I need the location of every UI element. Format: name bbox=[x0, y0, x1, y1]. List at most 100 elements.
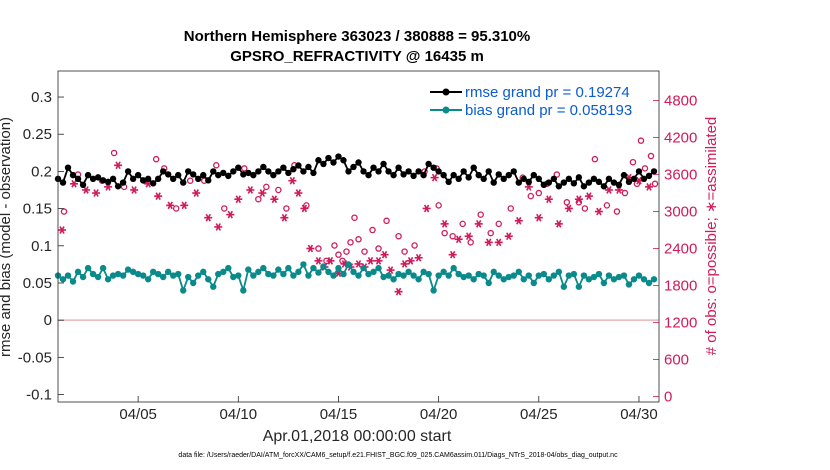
bias-point bbox=[620, 272, 628, 279]
rmse-point bbox=[400, 171, 407, 178]
bias-point bbox=[575, 283, 583, 290]
obs-possible-point bbox=[213, 162, 220, 169]
rmse-point bbox=[445, 178, 452, 186]
bias-point bbox=[114, 270, 122, 278]
obs-assimilated-point bbox=[454, 235, 463, 244]
obs-assimilated-point bbox=[306, 244, 315, 253]
rmse-point bbox=[600, 183, 608, 190]
rmse-point bbox=[415, 168, 422, 175]
bias-point bbox=[470, 276, 477, 283]
rmse-point bbox=[190, 171, 197, 178]
rmse-point bbox=[645, 172, 653, 180]
y-tick-label: 0.3 bbox=[31, 89, 52, 106]
obs-assimilated-point bbox=[430, 173, 439, 182]
bias-point bbox=[260, 264, 267, 272]
obs-assimilated-point bbox=[574, 195, 583, 204]
rmse-point bbox=[570, 180, 578, 187]
rmse-point bbox=[310, 169, 317, 177]
rmse-point bbox=[635, 168, 643, 175]
rmse-point bbox=[515, 179, 522, 186]
rmse-point bbox=[610, 179, 618, 186]
bias-point bbox=[595, 270, 603, 278]
obs-assimilated-point bbox=[604, 186, 613, 194]
legend: rmse grand pr = 0.19274 bias grand pr = … bbox=[430, 84, 632, 119]
rmse-point bbox=[270, 171, 277, 179]
obs-possible-point bbox=[263, 183, 270, 191]
bias-point bbox=[545, 276, 553, 283]
bias-point bbox=[109, 272, 117, 279]
obs-assimilated-point bbox=[258, 189, 267, 197]
rmse-point bbox=[149, 180, 157, 187]
legend-rmse-label: rmse grand pr = 0.19274 bbox=[465, 84, 630, 101]
y-tick-label: 0 bbox=[44, 312, 52, 329]
bias-point bbox=[610, 276, 618, 283]
bias-point bbox=[625, 281, 633, 288]
rmse-point bbox=[315, 157, 322, 164]
obs-possible-point bbox=[335, 251, 342, 258]
obs-assimilated-point bbox=[374, 256, 383, 265]
obs-possible-point bbox=[255, 195, 262, 203]
bias-point bbox=[215, 270, 222, 278]
obs-assimilated-point bbox=[58, 226, 67, 234]
bias-point bbox=[89, 270, 97, 278]
obs-possible-point bbox=[527, 192, 535, 200]
bias-point bbox=[139, 272, 147, 279]
y2-tick-label: 3000 bbox=[664, 204, 697, 221]
bias-point bbox=[280, 270, 287, 278]
obs-possible-point bbox=[487, 229, 494, 237]
y-axis-label: rmse and bias (model - observation) bbox=[0, 117, 14, 357]
obs-possible-point bbox=[591, 155, 599, 163]
rmse-point bbox=[169, 175, 177, 183]
rmse-point bbox=[320, 160, 327, 168]
rmse-point bbox=[495, 171, 502, 178]
bias-point bbox=[345, 261, 352, 268]
bias-point bbox=[190, 279, 197, 287]
rmse-point bbox=[69, 171, 77, 179]
obs-possible-point bbox=[651, 180, 659, 188]
bias-point bbox=[330, 272, 337, 279]
rmse-point bbox=[180, 179, 187, 186]
rmse-point bbox=[510, 168, 517, 175]
obs-possible-point bbox=[535, 189, 543, 197]
y-tick-label: 0.1 bbox=[31, 238, 52, 255]
bias-point bbox=[380, 273, 387, 281]
rmse-point bbox=[84, 171, 92, 179]
rmse-point bbox=[159, 168, 167, 175]
bias-point bbox=[585, 276, 593, 283]
rmse-point bbox=[500, 175, 507, 183]
rmse-point bbox=[620, 171, 628, 179]
rmse-point bbox=[435, 168, 442, 175]
obs-possible-point bbox=[110, 149, 118, 157]
legend-bias-label: bias grand pr = 0.058193 bbox=[465, 102, 632, 119]
bias-point bbox=[159, 273, 167, 281]
bias-point bbox=[410, 272, 417, 279]
y2-tick-label: 1200 bbox=[664, 314, 697, 331]
x-axis: 04/05 04/10 04/15 04/20 04/25 04/30 bbox=[119, 396, 658, 423]
obs-possible-point bbox=[241, 165, 248, 172]
rmse-point bbox=[560, 179, 568, 186]
obs-possible-point bbox=[60, 208, 68, 215]
rmse-point bbox=[595, 178, 603, 186]
obs-assimilated-point bbox=[154, 192, 163, 200]
obs-assimilated-point bbox=[294, 189, 303, 197]
bias-point bbox=[235, 272, 242, 279]
bias-point bbox=[420, 268, 427, 276]
rmse-point bbox=[154, 175, 162, 183]
rmse-point bbox=[370, 164, 377, 171]
rmse-point bbox=[74, 175, 82, 183]
bias-point bbox=[510, 272, 517, 279]
rmse-point bbox=[260, 163, 267, 171]
rmse-point bbox=[164, 171, 172, 178]
obs-assimilated-point bbox=[422, 204, 431, 213]
y-tick-label: -0.1 bbox=[26, 387, 52, 404]
bias-point bbox=[79, 273, 87, 281]
bias-point bbox=[134, 270, 142, 278]
obs-assimilated-point bbox=[366, 256, 375, 265]
rmse-point bbox=[300, 168, 307, 175]
rmse-point bbox=[355, 159, 362, 166]
obs-possible-point bbox=[459, 220, 466, 228]
bias-point bbox=[495, 272, 502, 279]
obs-assimilated-point bbox=[82, 186, 91, 194]
bias-point bbox=[570, 270, 578, 278]
obs-possible-point bbox=[375, 245, 382, 252]
